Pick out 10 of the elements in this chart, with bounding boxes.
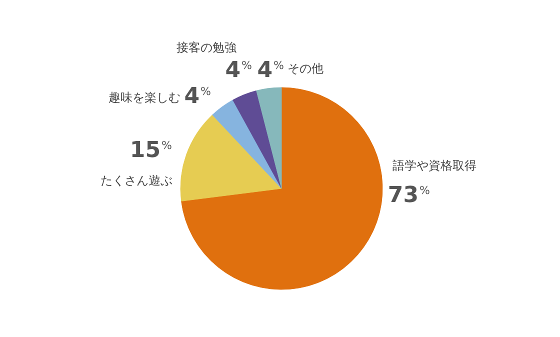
slice-label: 趣味を楽しむ <box>108 90 180 104</box>
data-label: 4% <box>225 58 252 83</box>
slice-label: その他 <box>288 62 324 76</box>
slice-label: 接客の勉強 <box>176 40 236 54</box>
slice-label: たくさん遊ぶ <box>100 174 172 188</box>
slice-label: 語学や資格取得 <box>392 158 476 172</box>
data-label: 73% <box>388 183 430 208</box>
data-label: 4% <box>184 84 211 109</box>
data-label: 4% <box>257 58 284 83</box>
data-label: 15% <box>130 138 172 163</box>
